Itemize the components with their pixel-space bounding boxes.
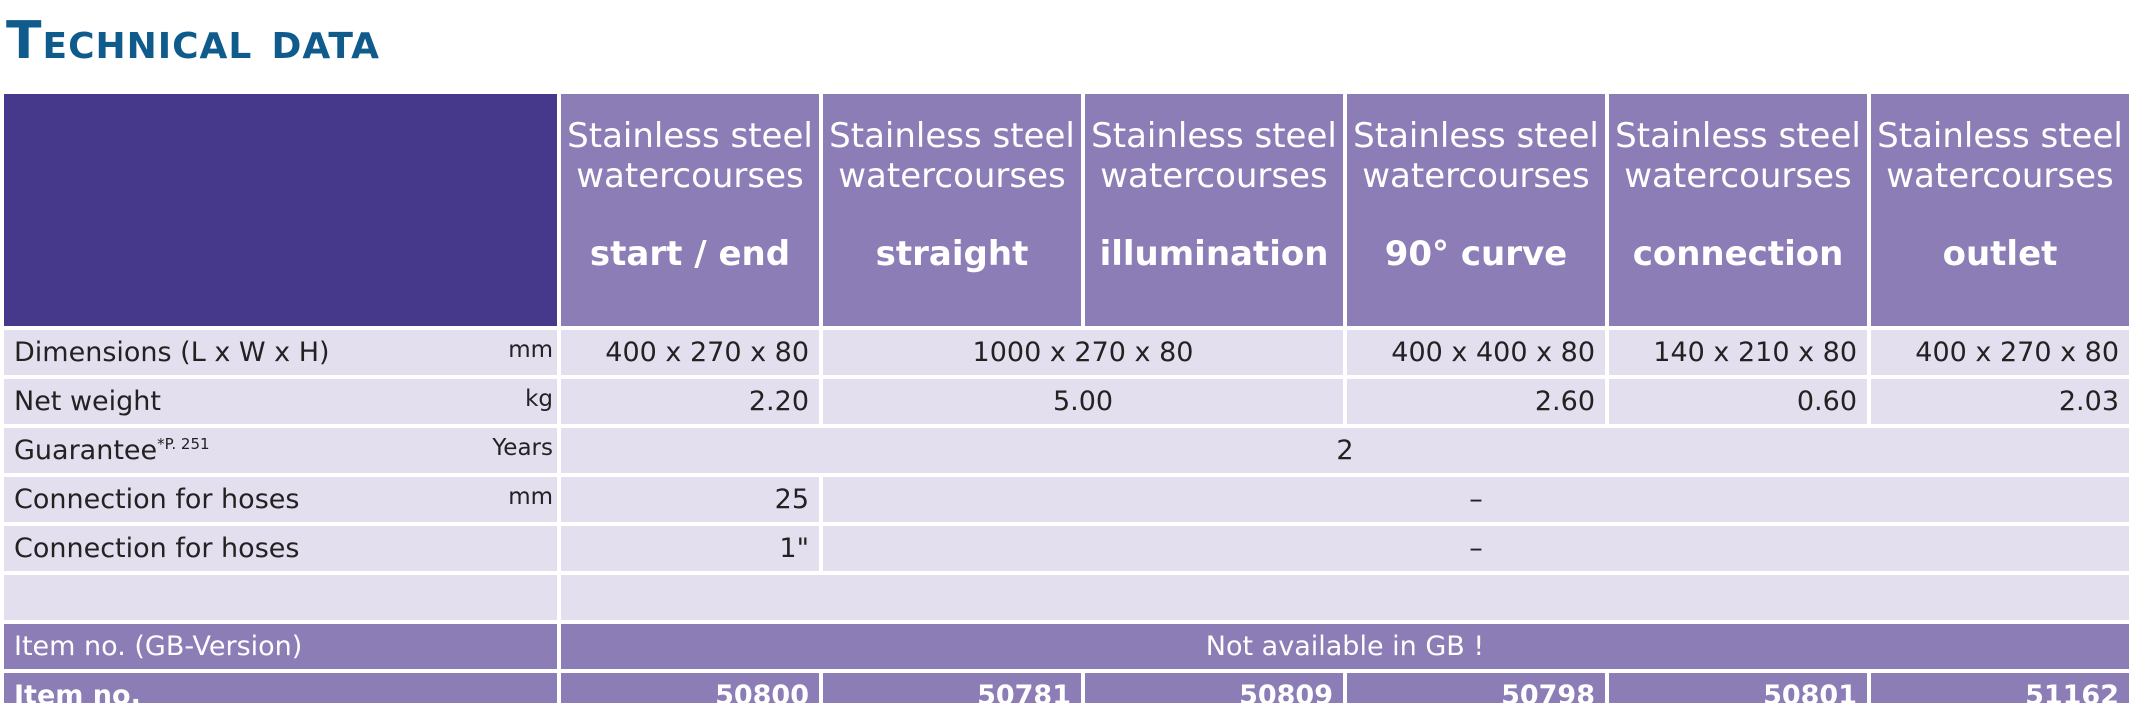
column-header: Stainless steel watercourses straight xyxy=(823,94,1081,326)
header-line: watercourses xyxy=(838,156,1066,196)
note: *P. 251 xyxy=(157,435,210,453)
label: Guarantee xyxy=(14,435,158,466)
row-label: mm Dimensions (L x W x H) xyxy=(4,330,557,375)
row: kg Net weight 2.20 5.00 2.60 0.60 2.03 xyxy=(4,379,2129,424)
row: Item no. 50800 50781 50809 50798 50801 51162 xyxy=(4,673,2129,703)
unit: mm xyxy=(508,337,553,363)
row-label: kg Net weight xyxy=(4,379,557,424)
empty-cell xyxy=(561,575,2129,620)
header-line: Stainless steel xyxy=(1615,116,1861,156)
column-header: Stainless steel watercourses outlet xyxy=(1871,94,2129,326)
cell: 1" xyxy=(561,526,819,571)
header-line: Stainless steel xyxy=(567,116,813,156)
header-line: watercourses xyxy=(1886,156,2114,196)
unit: mm xyxy=(508,484,553,510)
header-variant: connection xyxy=(1632,234,1844,274)
empty-row xyxy=(4,575,2129,620)
header-line: Stainless steel xyxy=(1353,116,1599,156)
row-label: mm Connection for hoses xyxy=(4,477,557,522)
cell: 2.60 xyxy=(1347,379,1605,424)
row-label: Years Guarantee*P. 251 xyxy=(4,428,557,473)
unit: kg xyxy=(525,386,553,412)
header-line: watercourses xyxy=(576,156,804,196)
cell: 50800 xyxy=(561,673,819,703)
header-variant: start / end xyxy=(589,234,791,274)
header-line: watercourses xyxy=(1362,156,1590,196)
cell: 50798 xyxy=(1347,673,1605,703)
unit: Years xyxy=(492,435,553,461)
column-header: Stainless steel watercourses illumination xyxy=(1085,94,1343,326)
cell: Not available in GB ! xyxy=(561,624,2129,669)
cell: 400 x 400 x 80 xyxy=(1347,330,1605,375)
corner xyxy=(4,94,557,326)
row-label: Item no. xyxy=(4,673,557,703)
cell: 51162 xyxy=(1871,673,2129,703)
row: Connection for hoses 1" – xyxy=(4,526,2129,571)
cell: 50781 xyxy=(823,673,1081,703)
tech-table: Stainless steel watercourses start / end St… xyxy=(0,90,2133,703)
header-variant: 90° curve xyxy=(1384,234,1568,274)
header-row: Stainless steel watercourses start / end St… xyxy=(4,94,2129,326)
header-line: Stainless steel xyxy=(1091,116,1337,156)
label: Net weight xyxy=(14,386,162,417)
row: Years Guarantee*P. 251 2 xyxy=(4,428,2129,473)
row: Item no. (GB-Version) Not available in GB… xyxy=(4,624,2129,669)
header-variant: outlet xyxy=(1942,234,2058,274)
cell: 5.00 xyxy=(823,379,1343,424)
column-header: Stainless steel watercourses connection xyxy=(1609,94,1867,326)
cell: 50809 xyxy=(1085,673,1343,703)
header-line: watercourses xyxy=(1100,156,1328,196)
label: Connection for hoses xyxy=(14,533,300,564)
cell: 2.20 xyxy=(561,379,819,424)
cell: 50801 xyxy=(1609,673,1867,703)
cell: 140 x 210 x 80 xyxy=(1609,330,1867,375)
cell: 400 x 270 x 80 xyxy=(561,330,819,375)
header-line: Stainless steel xyxy=(829,116,1075,156)
label: Connection for hoses xyxy=(14,484,300,515)
header-line: Stainless steel xyxy=(1877,116,2123,156)
column-header: Stainless steel watercourses start / end xyxy=(561,94,819,326)
column-header: Stainless steel watercourses 90° curve xyxy=(1347,94,1605,326)
header-variant: illumination xyxy=(1099,234,1329,274)
header-line: watercourses xyxy=(1624,156,1852,196)
cell: 1000 x 270 x 80 xyxy=(823,330,1343,375)
label: Dimensions (L x W x H) xyxy=(14,337,330,368)
row-label: Connection for hoses xyxy=(4,526,557,571)
cell: – xyxy=(823,477,2129,522)
cell: 0.60 xyxy=(1609,379,1867,424)
row-label: Item no. (GB-Version) xyxy=(4,624,557,669)
label: Item no. xyxy=(14,680,141,703)
row: mm Dimensions (L x W x H) 400 x 270 x 80 10… xyxy=(4,330,2129,375)
cell: 400 x 270 x 80 xyxy=(1871,330,2129,375)
cell: 2.03 xyxy=(1871,379,2129,424)
cell: 2 xyxy=(561,428,2129,473)
cell: – xyxy=(823,526,2129,571)
empty-cell xyxy=(4,575,557,620)
header-variant: straight xyxy=(875,234,1029,274)
cell: 25 xyxy=(561,477,819,522)
row: mm Connection for hoses 25– xyxy=(4,477,2129,522)
title: Technical data xyxy=(6,11,381,71)
label: Item no. (GB-Version) xyxy=(14,631,303,662)
